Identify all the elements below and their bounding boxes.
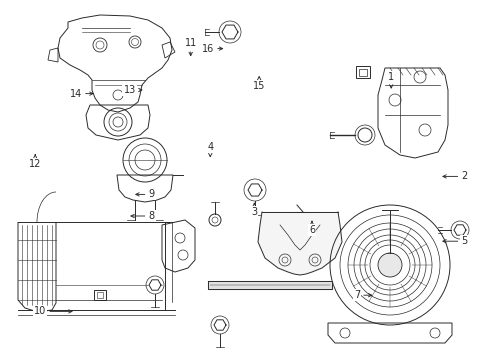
Text: 2: 2 <box>442 171 467 181</box>
Text: 5: 5 <box>442 236 467 246</box>
Text: 10: 10 <box>34 306 72 316</box>
Text: 11: 11 <box>184 38 197 55</box>
Text: 13: 13 <box>123 85 142 95</box>
Text: 1: 1 <box>387 72 393 88</box>
Polygon shape <box>258 212 341 275</box>
Bar <box>94 290 106 300</box>
Polygon shape <box>453 225 465 235</box>
Polygon shape <box>247 184 262 196</box>
Polygon shape <box>207 281 331 289</box>
Text: 3: 3 <box>251 203 257 217</box>
Bar <box>97 292 103 298</box>
Bar <box>355 66 369 78</box>
Text: 15: 15 <box>252 77 265 91</box>
Text: 7: 7 <box>353 290 371 300</box>
Polygon shape <box>149 280 161 290</box>
Polygon shape <box>222 25 238 39</box>
Text: 6: 6 <box>308 221 314 235</box>
Text: 14: 14 <box>69 89 93 99</box>
Text: 12: 12 <box>29 155 41 169</box>
Text: 9: 9 <box>136 189 154 199</box>
Bar <box>358 69 366 76</box>
Circle shape <box>377 253 401 277</box>
Text: 4: 4 <box>207 142 213 157</box>
Text: 8: 8 <box>131 211 154 221</box>
Text: 16: 16 <box>201 44 222 54</box>
Polygon shape <box>214 320 225 330</box>
